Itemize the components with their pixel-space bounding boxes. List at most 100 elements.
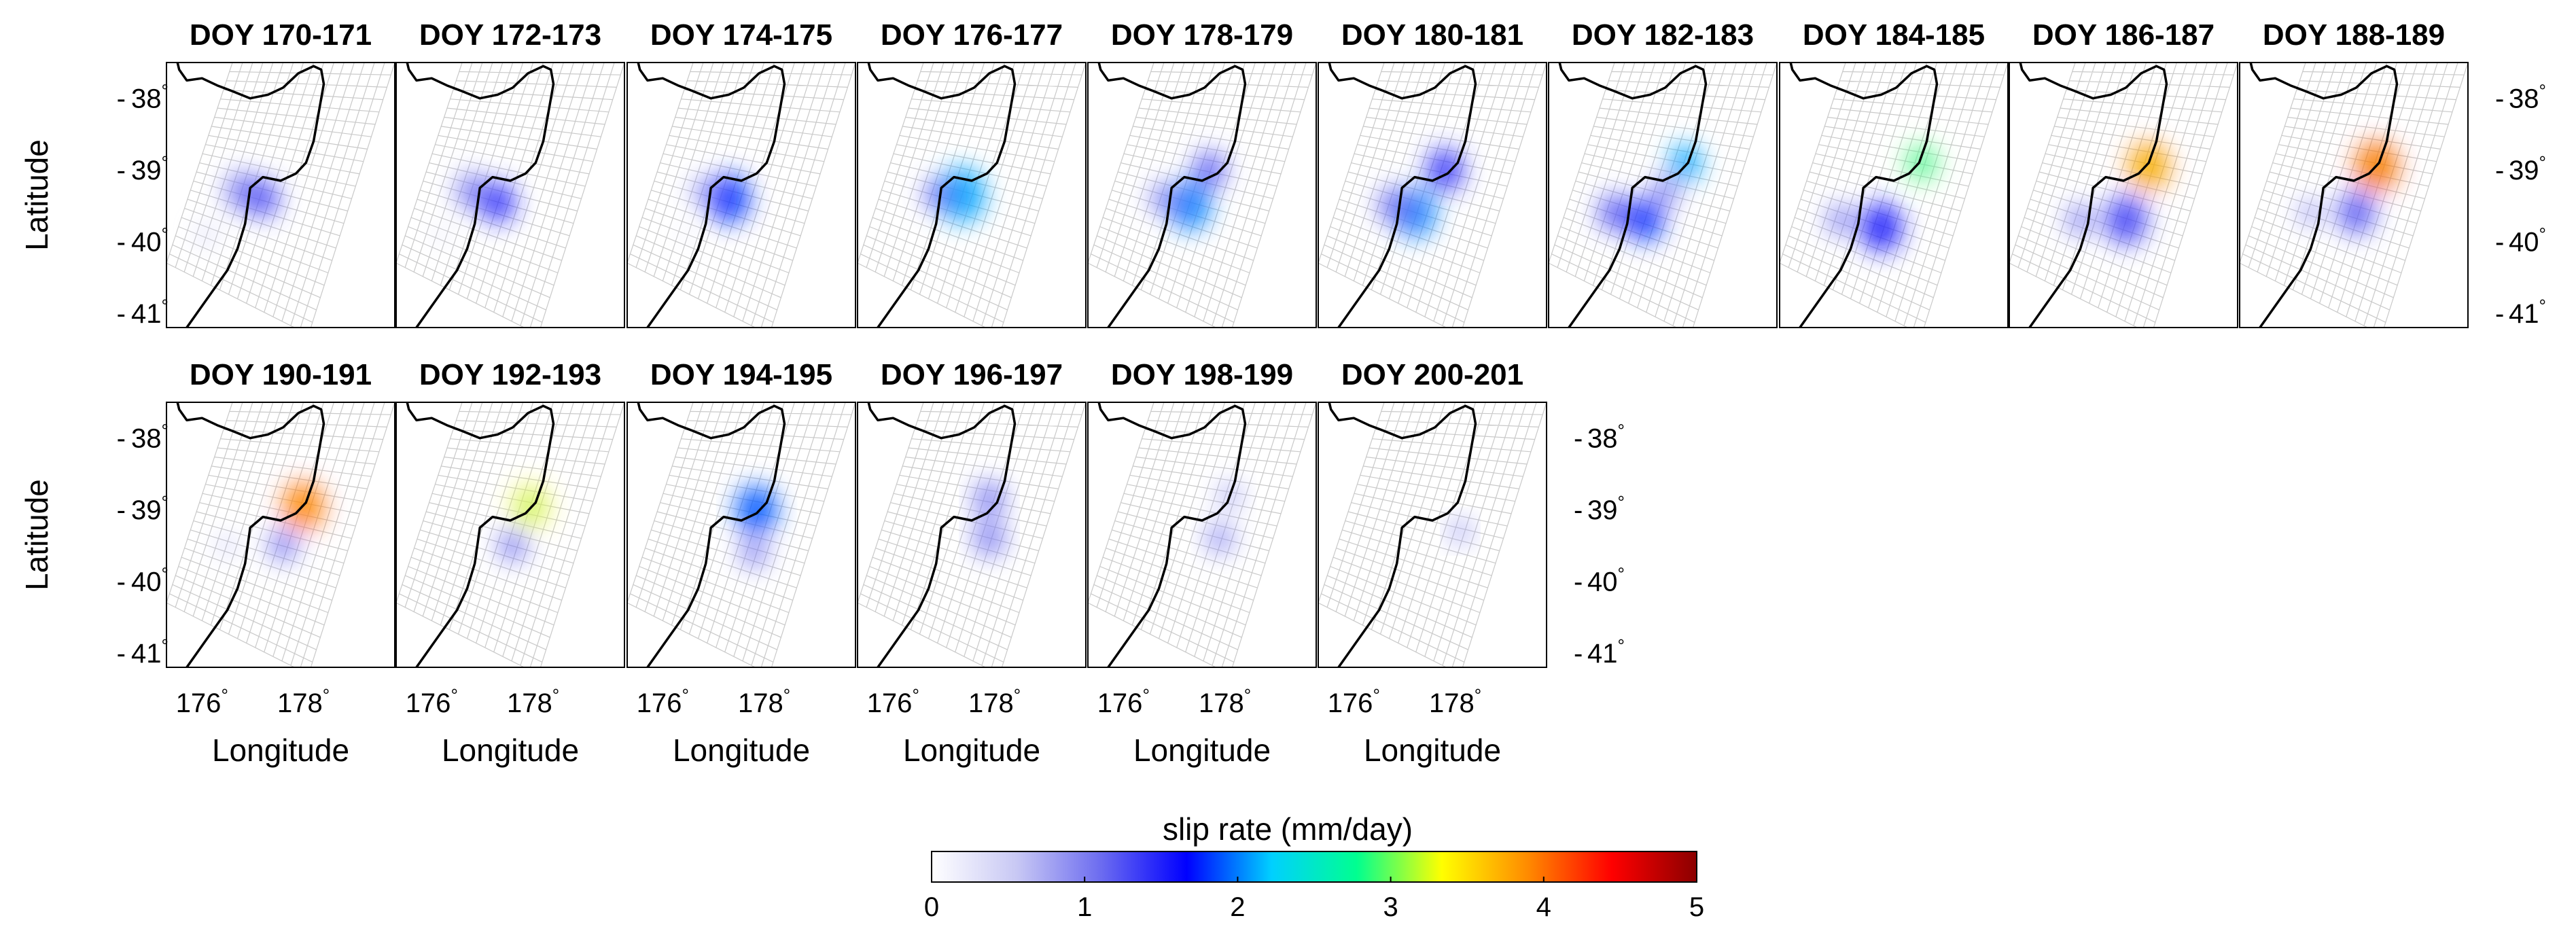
panel-background [1088, 402, 1316, 667]
x-tick-label: 176° [1097, 685, 1150, 718]
x-tick-label: 178° [738, 685, 790, 718]
x-tick-label: 176° [1328, 685, 1380, 718]
slip-patch [481, 182, 514, 222]
panel-plot-area [627, 63, 855, 328]
panel-plot-area [1318, 402, 1547, 667]
panel-plot-area [1088, 402, 1316, 667]
panel-background [166, 63, 395, 328]
panel-plot-area [627, 402, 855, 667]
y-tick-label: 38° [131, 421, 169, 454]
slip-patch [436, 227, 448, 242]
y-tick-label: 39° [2509, 152, 2546, 186]
y-tick-label-degree: ° [162, 224, 169, 245]
x-tick-label: 178° [507, 685, 559, 718]
x-tick-label: 176° [637, 685, 689, 718]
map-panel: DOY 192-193 176° 178° Longitude [395, 358, 625, 768]
y-tick-dash: - [1574, 424, 1583, 454]
panel-title: DOY 186-187 [2032, 18, 2215, 52]
panel-frame [395, 62, 625, 328]
coastline [867, 63, 1017, 328]
coastline [2019, 63, 2168, 328]
x-tick-label: 176° [406, 685, 458, 718]
colorbar-bar [931, 851, 1697, 883]
x-tick-label-degree: ° [1142, 685, 1149, 705]
x-tick-label: 178° [1199, 685, 1251, 718]
panel-title: DOY 196-197 [881, 358, 1063, 391]
coastline [1097, 63, 1247, 328]
y-tick-label: 38° [131, 81, 169, 114]
y-tick-label: 41° [1587, 635, 1625, 669]
panel-plot-area [1318, 63, 1547, 328]
panel-title: DOY 192-193 [419, 358, 601, 391]
slip-patch [199, 225, 215, 244]
panel-title: DOY 180-181 [1341, 18, 1523, 52]
coastline [406, 402, 555, 667]
panel-plot-area [2009, 63, 2238, 328]
x-tick-label: 176° [867, 685, 919, 718]
coastline [2249, 63, 2399, 328]
x-tick-label: 178° [277, 685, 330, 718]
slip-patch [1169, 181, 1210, 230]
panel-frame [857, 62, 1087, 328]
slip-patch [1599, 194, 1630, 232]
x-tick-label-degree: ° [451, 685, 457, 705]
slip-patches [2067, 143, 2168, 245]
slip-patch [1827, 205, 1854, 236]
panel-frame [1548, 62, 1778, 328]
panel-frame [627, 62, 856, 328]
y-tick-dash: - [2495, 156, 2504, 186]
y-tick-dash: - [2495, 84, 2504, 114]
slip-patches [974, 480, 1005, 557]
x-tick-label-degree: ° [1475, 685, 1481, 705]
slip-patch [683, 228, 694, 241]
x-axis-label: Longitude [903, 733, 1040, 768]
y-tick-dash: - [117, 639, 126, 669]
map-panel: DOY 182-183 [1548, 18, 1778, 328]
y-tick-label-degree: ° [2539, 296, 2546, 316]
y-tick-label: 40° [131, 224, 169, 258]
slip-patch [1379, 187, 1410, 224]
panel-title: DOY 176-177 [881, 18, 1063, 52]
panel-background [1780, 63, 2008, 328]
panel-title: DOY 170-171 [190, 18, 372, 52]
map-panel: DOY 178-179 [1087, 18, 1317, 328]
colorbar-label: slip rate (mm/day) [1163, 811, 1413, 847]
coastline [1328, 63, 1477, 328]
map-panel: DOY 198-199 176° 178° Longitude [1087, 358, 1317, 768]
map-panel: DOY 174-175 [627, 18, 856, 328]
slip-patch [221, 538, 234, 553]
panel-frame [1318, 62, 1547, 328]
x-tick-label: 178° [968, 685, 1021, 718]
y-tick-label-degree: ° [162, 492, 169, 512]
panel-frame [166, 62, 395, 328]
slip-patch [708, 174, 749, 224]
y-tick-dash: - [1574, 495, 1583, 525]
panel-frame [2239, 62, 2469, 328]
colorbar-tick-label: 0 [924, 892, 939, 922]
panel-title: DOY 200-201 [1341, 358, 1523, 391]
x-tick-label-degree: ° [552, 685, 559, 705]
slip-patch [247, 180, 279, 217]
panel-plot-area [858, 402, 1086, 667]
x-tick-label-degree: ° [221, 685, 228, 705]
map-panel: DOY 170-171- 38°- 39°- 40°- 41°Latitude [19, 18, 395, 329]
coastline [176, 63, 325, 328]
coastline [1328, 402, 1477, 667]
y-tick-label: 38° [1587, 421, 1625, 454]
y-tick-label-degree: ° [1618, 492, 1625, 512]
y-tick-dash: - [117, 424, 126, 454]
slip-patch [500, 530, 526, 561]
colorbar-tick-label: 5 [1689, 892, 1704, 922]
map-panel: DOY 188-189- 38°- 39°- 40°- 41° [2239, 18, 2546, 329]
x-tick-label-degree: ° [682, 685, 688, 705]
panel-frame [857, 402, 1087, 668]
coastline [176, 402, 325, 667]
x-axis-label: Longitude [1133, 733, 1271, 768]
y-tick-label: 41° [2509, 296, 2546, 329]
panel-frame [1779, 62, 2009, 328]
slip-patch [1653, 176, 1678, 207]
slip-patch [1627, 198, 1663, 242]
y-tick-label-degree: ° [162, 564, 169, 584]
